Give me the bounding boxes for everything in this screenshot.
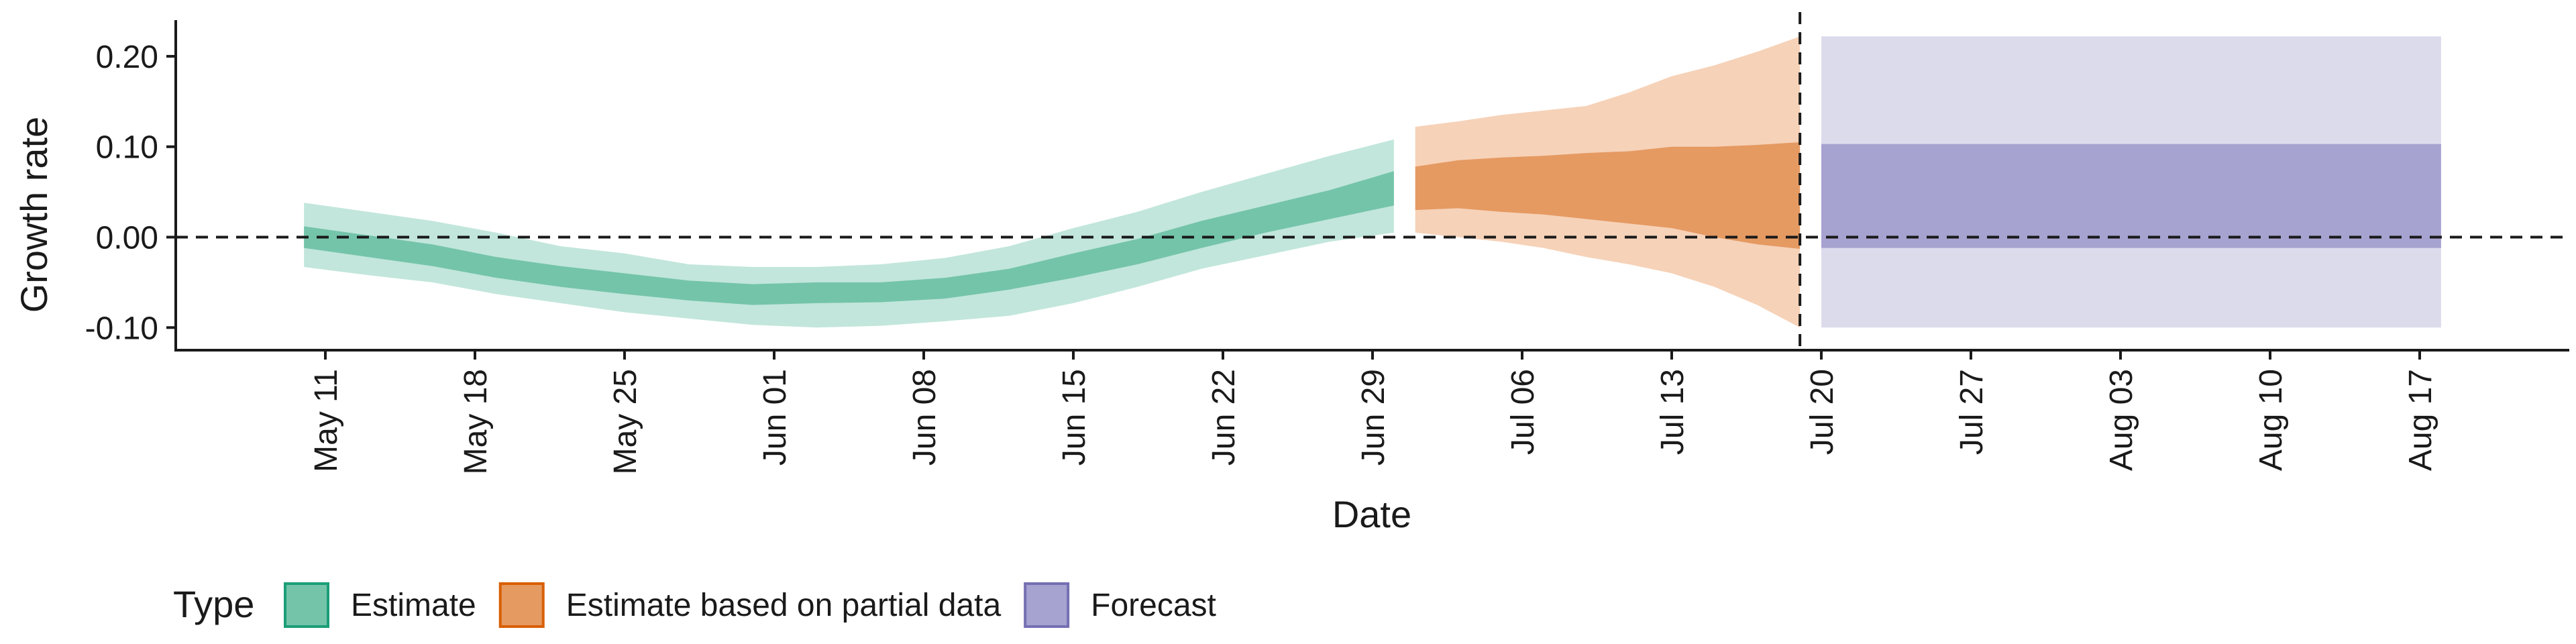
x-tick-label: May 11: [309, 369, 344, 472]
legend-label-estimate-based-on-partial-data: Estimate based on partial data: [566, 588, 1002, 623]
x-tick-label: Aug 10: [2253, 369, 2289, 471]
y-ticks: 0.20 0.10 0.00 -0.10: [85, 40, 176, 346]
x-tick-label: Jul 20: [1805, 369, 1840, 455]
x-tick-label: May 18: [458, 369, 494, 474]
x-tick-label: Jul 06: [1505, 369, 1541, 455]
legend: Type Estimate Estimate based on partial d…: [173, 582, 1216, 628]
y-axis-title: Growth rate: [13, 117, 55, 313]
legend-swatch-estimate-based-on-partial-data: [498, 582, 545, 628]
legend-swatch-estimate: [284, 582, 329, 628]
estimate-based-on-partial-data-inner-band: [1415, 142, 1801, 250]
x-axis-title: Date: [1332, 493, 1411, 535]
x-tick-label: Jul 13: [1655, 369, 1690, 455]
legend-label-forecast: Forecast: [1091, 588, 1216, 623]
y-tick-label: 0.10: [96, 130, 158, 166]
estimate-inner-band: [304, 171, 1394, 305]
x-tick-label: Jun 22: [1206, 369, 1242, 466]
legend-swatch-forecast: [1024, 582, 1070, 628]
plot-bands: [304, 36, 2441, 328]
x-tick-label: May 25: [608, 369, 643, 474]
x-tick-label: Jun 29: [1356, 369, 1391, 466]
x-tick-label: Jun 08: [907, 369, 943, 466]
legend-label-estimate: Estimate: [351, 588, 476, 623]
x-tick-label: Jun 01: [757, 369, 793, 466]
x-ticks: May 11 May 18 May 25 Jun 01 Jun 08 Jun 15 Jun …: [309, 350, 2438, 474]
legend-title: Type: [173, 583, 254, 625]
y-tick-label: -0.10: [85, 311, 158, 346]
y-tick-label: 0.00: [96, 221, 158, 256]
y-tick-label: 0.20: [96, 40, 158, 75]
x-tick-label: Jun 15: [1057, 369, 1092, 466]
x-tick-label: Aug 03: [2104, 369, 2139, 471]
forecast-inner-band: [1821, 144, 2441, 248]
x-tick-label: Jul 27: [1954, 369, 1990, 455]
x-tick-label: Aug 17: [2403, 369, 2438, 471]
